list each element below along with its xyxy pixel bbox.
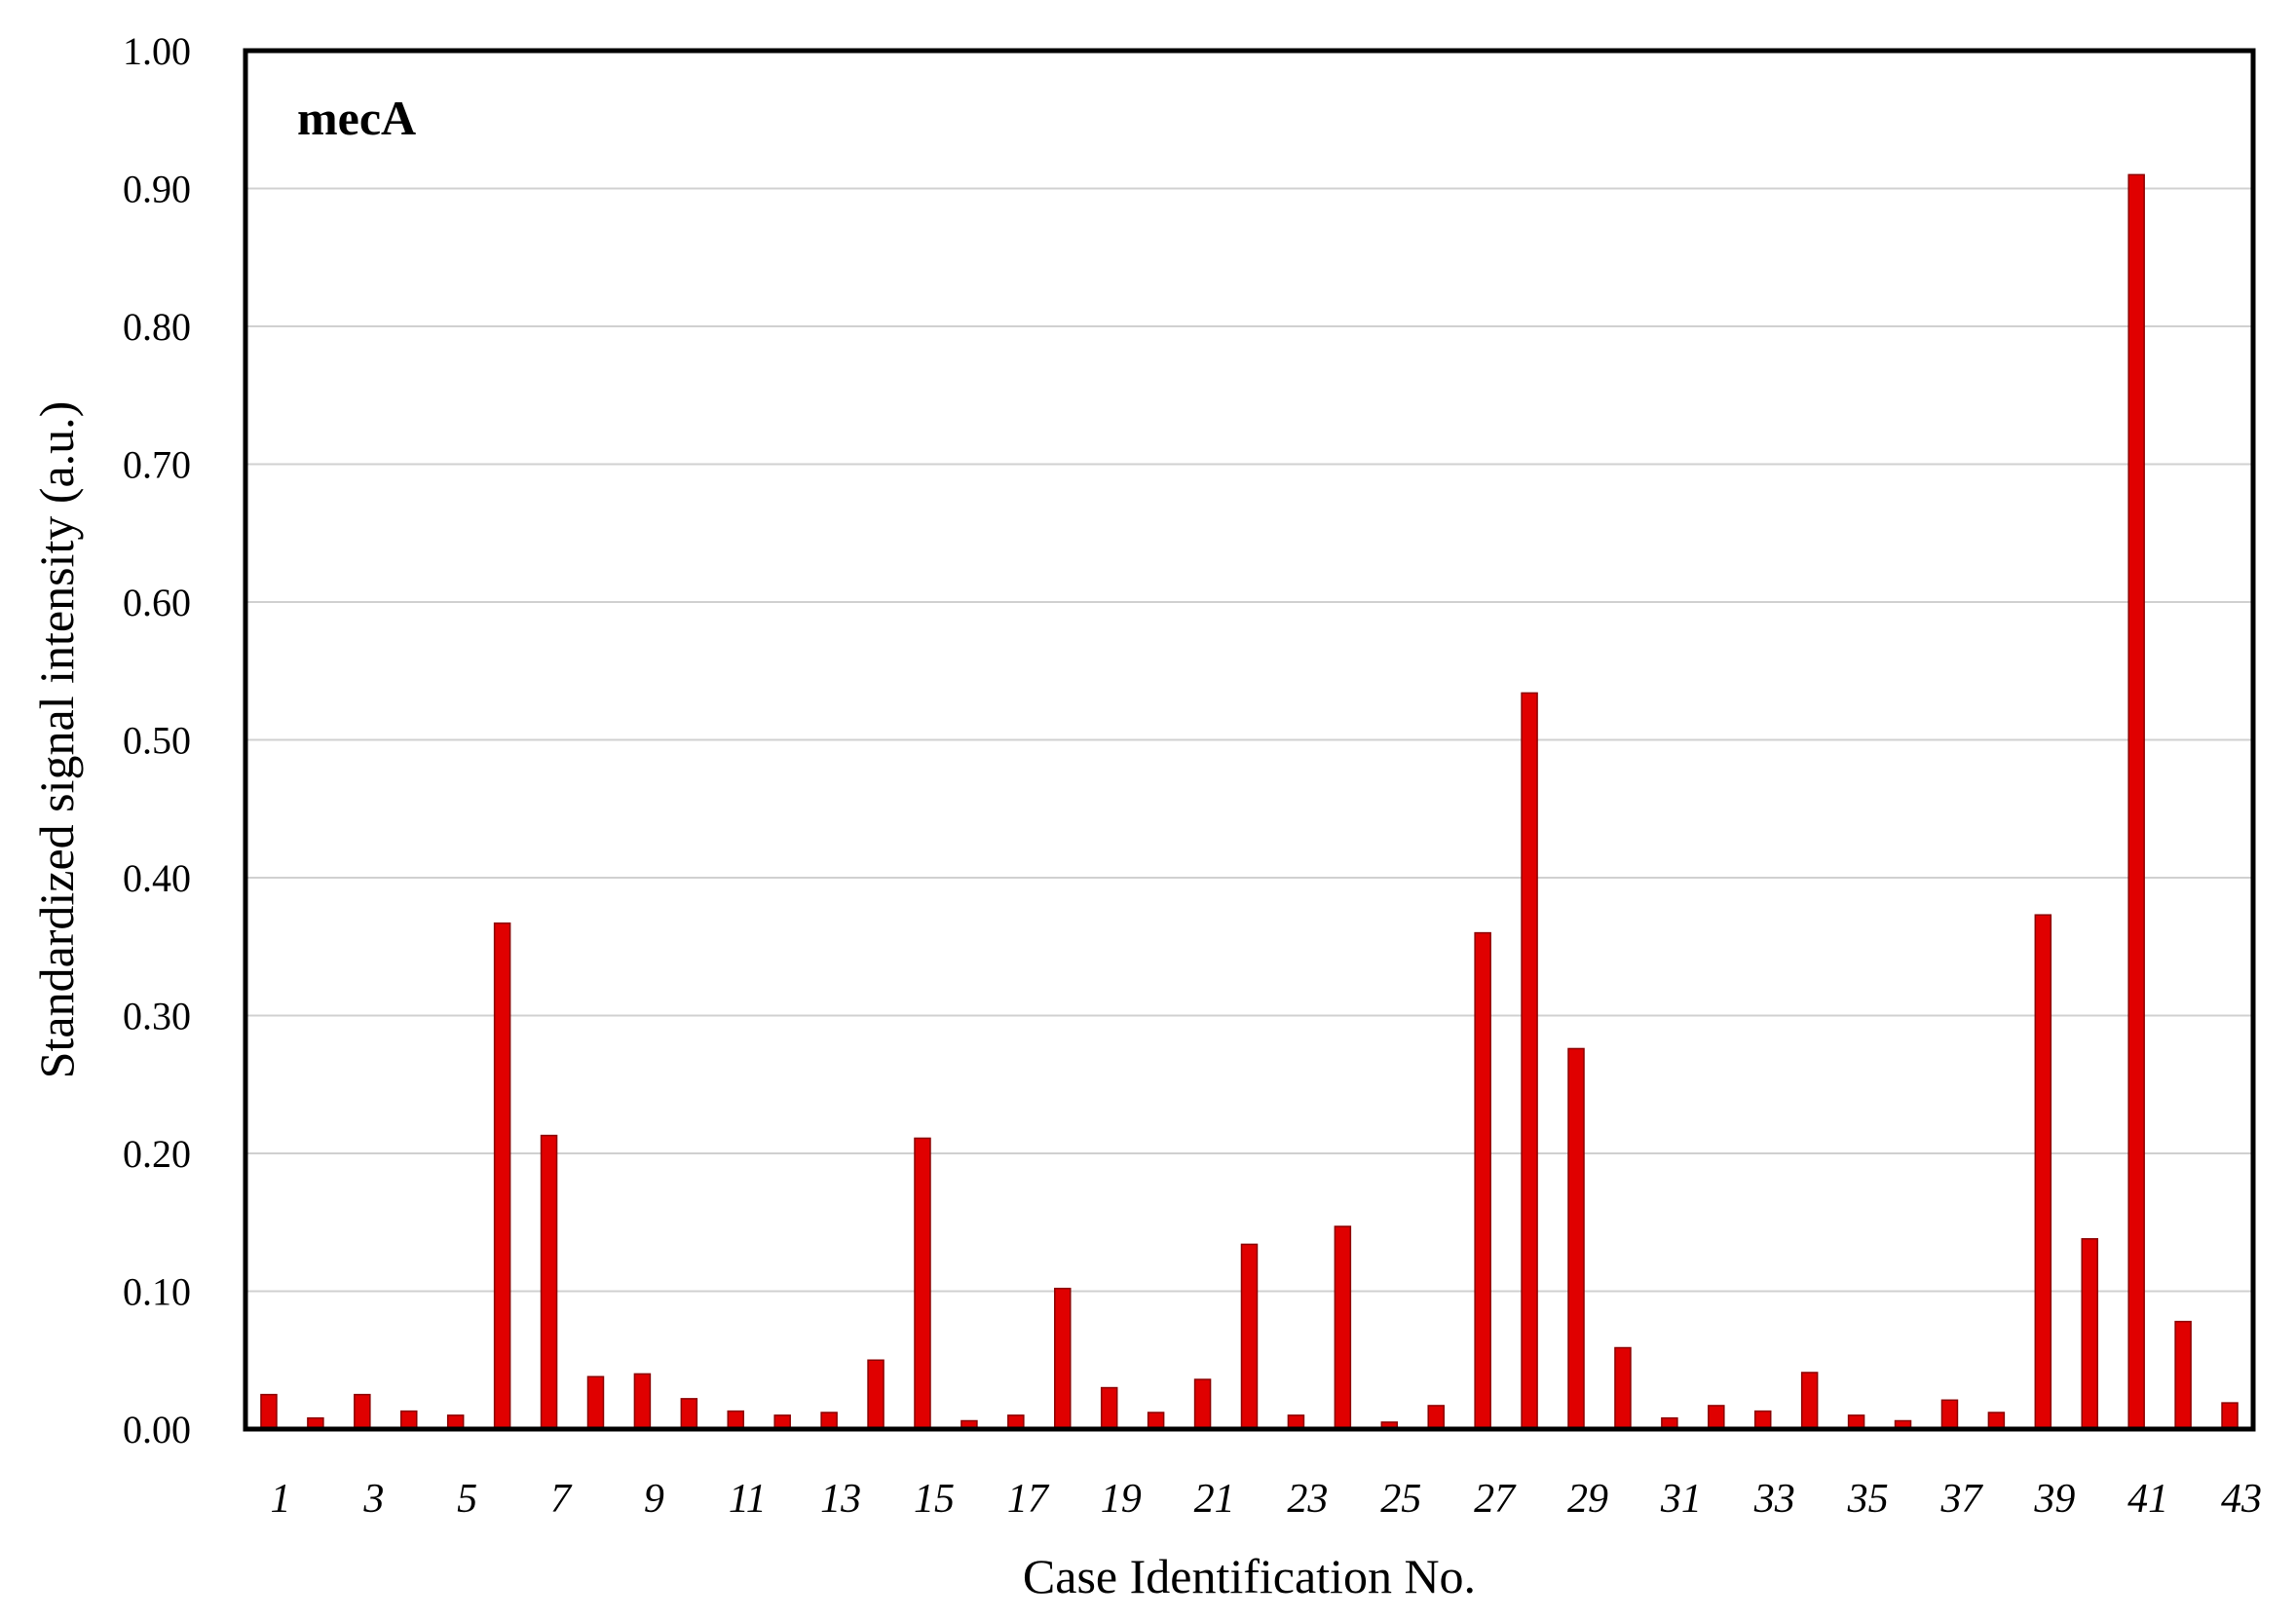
x-tick-label: 21	[1194, 1477, 1235, 1522]
bar-case-24	[1334, 1225, 1352, 1430]
bar-case-7	[540, 1134, 558, 1430]
bar-case-20	[1147, 1412, 1165, 1430]
y-tick-label: 1.00	[123, 29, 191, 73]
bar-case-19	[1100, 1386, 1118, 1430]
bar-case-4	[400, 1410, 418, 1430]
bar-case-6	[493, 922, 511, 1430]
bar-case-33	[1753, 1410, 1772, 1430]
x-tick-label: 1	[270, 1477, 290, 1522]
x-tick-label: 43	[2221, 1477, 2262, 1522]
x-axis-ticks: 1 3 5 7 9 11 13 15 17 19 21 23 25 27 29 31 33 35 37 39 41 43	[270, 1477, 2262, 1522]
x-tick-label: 25	[1380, 1477, 1421, 1522]
x-axis-label: Case Identification No.	[1023, 1549, 1476, 1603]
bar-case-1	[260, 1393, 278, 1430]
bar-case-30	[1614, 1346, 1632, 1430]
bar-case-29	[1567, 1047, 1585, 1430]
x-tick-label: 17	[1007, 1477, 1050, 1522]
y-tick-label: 0.40	[123, 856, 191, 900]
y-tick-label: 0.30	[123, 995, 191, 1038]
bar-case-3	[354, 1393, 371, 1430]
x-tick-label: 37	[1939, 1477, 1983, 1522]
bar-case-39	[2034, 914, 2052, 1430]
x-tick-label: 13	[820, 1477, 861, 1522]
bar-case-34	[1800, 1372, 1819, 1430]
bar-case-38	[1987, 1412, 2006, 1430]
x-tick-label: 15	[914, 1477, 955, 1522]
bar-case-22	[1240, 1243, 1259, 1430]
bar-case-41	[2127, 173, 2145, 1430]
bar-case-40	[2081, 1237, 2098, 1430]
x-tick-label: 41	[2127, 1477, 2168, 1522]
bar-case-28	[1521, 692, 1538, 1430]
bar-case-14	[867, 1359, 885, 1430]
y-axis-ticks: 0.00 0.10 0.20 0.30 0.40 0.50 0.60 0.70 0.80 0.90…	[123, 29, 191, 1451]
x-tick-label: 35	[1847, 1477, 1889, 1522]
y-tick-label: 0.50	[123, 719, 191, 763]
bar-case-15	[914, 1137, 931, 1430]
x-tick-label: 23	[1287, 1477, 1328, 1522]
bar-case-10	[680, 1398, 698, 1430]
x-tick-label: 39	[2033, 1477, 2075, 1522]
bar-case-43	[2221, 1402, 2239, 1430]
x-tick-label: 9	[644, 1477, 664, 1522]
bar-case-13	[820, 1412, 838, 1430]
bar-case-42	[2174, 1320, 2192, 1430]
bar-case-9	[633, 1373, 652, 1430]
grid-lines	[245, 187, 2253, 1293]
x-tick-label: 19	[1101, 1477, 1142, 1522]
bar-case-21	[1193, 1378, 1212, 1430]
y-axis-label: Standardized signal intensity (a.u.)	[29, 401, 84, 1079]
x-tick-label: 7	[550, 1477, 573, 1522]
bar-case-8	[586, 1375, 605, 1430]
y-tick-label: 0.60	[123, 581, 191, 624]
y-tick-label: 0.00	[123, 1408, 191, 1451]
plot-frame	[243, 48, 2256, 1432]
y-tick-label: 0.10	[123, 1270, 191, 1314]
y-tick-label: 0.20	[123, 1132, 191, 1176]
bar-series	[260, 173, 2239, 1430]
x-tick-label: 11	[729, 1477, 767, 1522]
bar-case-26	[1427, 1405, 1445, 1430]
x-tick-label: 27	[1474, 1477, 1517, 1522]
bar-case-18	[1054, 1287, 1072, 1430]
x-tick-label: 31	[1660, 1477, 1702, 1522]
bar-case-27	[1474, 931, 1491, 1430]
panel-label: mecA	[297, 91, 416, 145]
x-tick-label: 5	[457, 1477, 477, 1522]
x-tick-label: 3	[362, 1477, 384, 1522]
y-tick-label: 0.80	[123, 305, 191, 349]
bar-case-37	[1940, 1399, 1959, 1430]
bar-case-11	[727, 1410, 745, 1430]
bar-case-32	[1708, 1405, 1725, 1430]
y-tick-label: 0.90	[123, 168, 191, 211]
x-tick-label: 29	[1567, 1477, 1608, 1522]
y-tick-label: 0.70	[123, 443, 191, 487]
x-tick-label: 33	[1753, 1477, 1795, 1522]
